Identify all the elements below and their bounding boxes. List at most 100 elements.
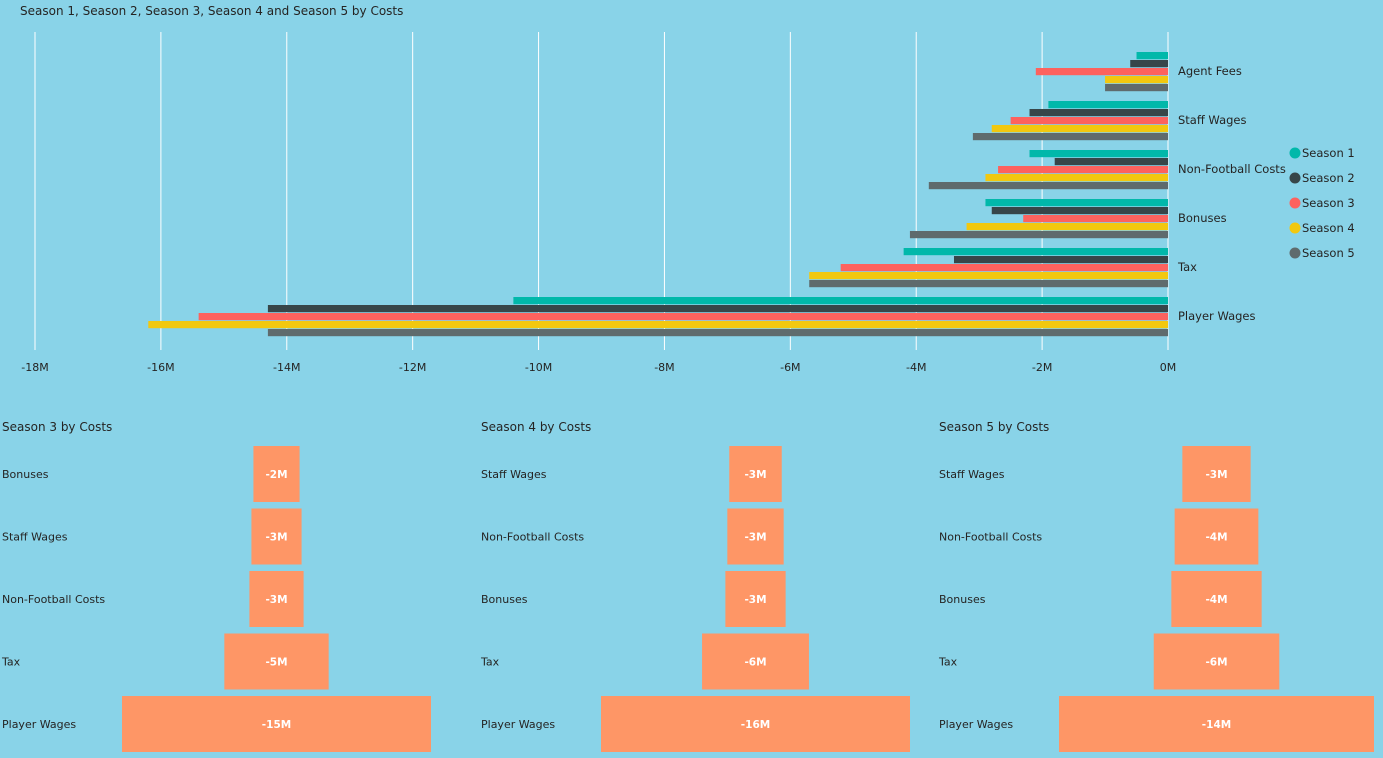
funnel-data-label: -4M [1205, 532, 1227, 544]
x-tick-label: -14M [273, 361, 300, 374]
funnel-bar [253, 446, 300, 502]
category-label: Bonuses [1178, 211, 1227, 225]
funnel-chart-season-5: Season 5 by Costs Staff Wages -3M Non-Footb… [937, 412, 1383, 758]
bar [148, 321, 1169, 329]
funnel-bar [727, 508, 784, 565]
legend-marker [1289, 197, 1301, 209]
funnel-data-label: -3M [744, 594, 766, 606]
legend-marker [1289, 147, 1301, 159]
funnel-data-label: -16M [741, 719, 770, 731]
funnel-bar [1182, 446, 1251, 502]
bar [991, 207, 1168, 215]
x-tick-label: -4M [906, 361, 926, 374]
bar [972, 133, 1168, 141]
funnel-bar [725, 571, 786, 627]
funnel-title: Season 5 by Costs [939, 420, 1049, 434]
bar [1105, 84, 1168, 92]
bar [809, 272, 1168, 280]
funnel-bar [224, 633, 329, 690]
funnel-data-label: -2M [265, 469, 287, 481]
funnel-category-label: Tax [1, 656, 21, 669]
bar [267, 329, 1169, 337]
funnel-data-label: -3M [265, 594, 287, 606]
funnel-category-label: Non-Football Costs [481, 531, 584, 544]
category-label: Tax [1177, 260, 1197, 274]
funnel-bar [1174, 508, 1259, 565]
bar [966, 223, 1168, 231]
legend-label: Season 3 [1302, 196, 1355, 210]
funnel-category-label: Staff Wages [2, 531, 68, 544]
bar [267, 305, 1169, 313]
funnel-bar [122, 696, 431, 752]
funnel-category-label: Staff Wages [939, 468, 1005, 481]
funnel-bar [251, 508, 302, 565]
bar [1023, 215, 1168, 223]
bar [985, 174, 1168, 182]
category-label: Agent Fees [1178, 64, 1242, 78]
category-label: Non-Football Costs [1178, 162, 1286, 176]
bar [1048, 101, 1168, 109]
bar [513, 297, 1168, 305]
funnel-data-label: -15M [262, 719, 291, 731]
category-label: Staff Wages [1178, 113, 1246, 127]
funnel-data-label: -3M [265, 532, 287, 544]
legend-marker [1289, 222, 1301, 234]
funnel-data-label: -3M [744, 469, 766, 481]
bar [953, 256, 1168, 264]
category-label: Player Wages [1178, 309, 1256, 323]
funnel-bar [729, 446, 782, 502]
funnel-category-label: Bonuses [481, 593, 528, 606]
chart-title: Season 1, Season 2, Season 3, Season 4 a… [20, 4, 403, 18]
x-tick-label: -12M [399, 361, 426, 374]
legend-label: Season 5 [1302, 246, 1355, 260]
funnel-bar [702, 633, 809, 690]
legend-label: Season 4 [1302, 221, 1355, 235]
funnel-bar [1153, 633, 1280, 690]
bar [1136, 52, 1168, 60]
funnel-chart-season-4: Season 4 by Costs Staff Wages -3M Non-Footb… [479, 412, 919, 758]
bar [998, 166, 1168, 174]
funnel-data-label: -3M [744, 532, 766, 544]
bar [991, 125, 1168, 133]
bar [909, 231, 1168, 239]
bar [1105, 76, 1168, 84]
bar [1029, 150, 1168, 158]
funnel-data-label: -5M [265, 657, 287, 669]
funnel-svg: Season 4 by Costs Staff Wages -3M Non-Footb… [480, 420, 910, 752]
funnel-category-label: Player Wages [2, 718, 76, 731]
funnel-svg: Season 5 by Costs Staff Wages -3M Non-Footb… [938, 420, 1374, 752]
bar [903, 248, 1168, 256]
funnel-category-label: Non-Football Costs [2, 593, 105, 606]
x-tick-label: -18M [21, 361, 48, 374]
funnel-category-label: Tax [938, 656, 958, 669]
bar [1029, 109, 1168, 117]
funnel-bar [249, 571, 304, 627]
funnel-data-label: -14M [1202, 719, 1231, 731]
bar [1010, 117, 1168, 125]
funnel-category-label: Player Wages [481, 718, 555, 731]
funnel-bar [1171, 571, 1262, 627]
bar [809, 280, 1168, 288]
funnel-title: Season 3 by Costs [2, 420, 112, 434]
funnel-category-label: Staff Wages [481, 468, 547, 481]
x-tick-label: 0M [1160, 361, 1177, 374]
x-tick-label: -16M [147, 361, 174, 374]
legend-label: Season 1 [1302, 146, 1355, 160]
bar [985, 199, 1168, 207]
bar [1035, 68, 1168, 76]
funnel-category-label: Bonuses [939, 593, 986, 606]
bar [1054, 158, 1168, 166]
funnel-bar [1059, 696, 1374, 752]
funnel-title: Season 4 by Costs [481, 420, 591, 434]
funnel-category-label: Tax [480, 656, 500, 669]
legend-marker [1289, 172, 1301, 184]
funnel-data-label: -4M [1205, 594, 1227, 606]
x-tick-label: -2M [1032, 361, 1052, 374]
funnel-chart-season-3: Season 3 by Costs Bonuses -2M Staff Wages -3… [0, 412, 440, 758]
bar [840, 264, 1168, 272]
bar [198, 313, 1169, 321]
legend-label: Season 2 [1302, 171, 1355, 185]
x-tick-label: -6M [780, 361, 800, 374]
bar [1130, 60, 1168, 68]
funnel-data-label: -3M [1205, 469, 1227, 481]
